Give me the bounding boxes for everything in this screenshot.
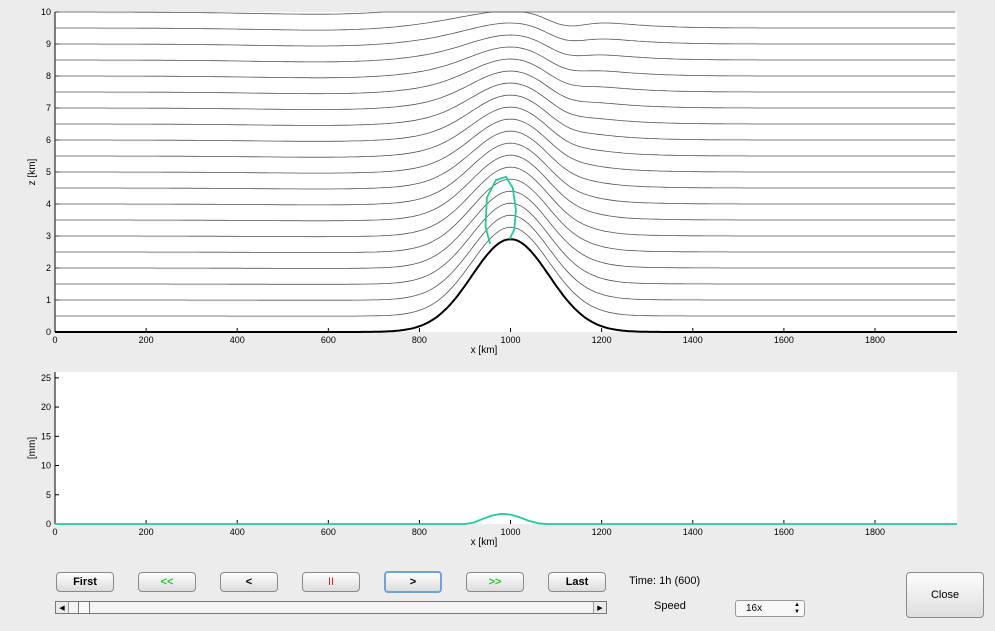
top-plot-y-tick-label: 1 xyxy=(46,295,51,305)
bottom-plot-y-tick-label: 0 xyxy=(46,519,51,529)
bottom-plot-y-tick-label: 25 xyxy=(41,373,51,383)
streamline xyxy=(55,190,956,269)
speed-label: Speed xyxy=(654,600,686,612)
last-button[interactable]: Last xyxy=(548,572,606,592)
top-plot-y-tick-label: 2 xyxy=(46,263,51,273)
speed-value: 16x xyxy=(746,603,763,614)
streamline xyxy=(55,94,956,142)
top-plot-y-tick-label: 3 xyxy=(46,231,51,241)
bottom-plot-x-tick-label: 1400 xyxy=(683,527,703,537)
streamline xyxy=(55,118,956,174)
streamline-plot: 0 200 400 600 800 1000 1200 1400 1600 1800 0 1 2 3 4 5 6… xyxy=(27,7,957,356)
streamline xyxy=(55,82,956,126)
streamline xyxy=(55,34,956,63)
streamline xyxy=(55,214,956,301)
top-plot-y-tick-label: 10 xyxy=(41,7,51,17)
top-plot-y-axis-label: z [km] xyxy=(27,158,38,185)
top-plot-x-tick-label: 200 xyxy=(139,335,154,345)
cloud-outline xyxy=(484,175,517,245)
streamline xyxy=(55,11,956,15)
streamline xyxy=(55,106,956,158)
bottom-plot-y-tick-label: 15 xyxy=(41,431,51,441)
bottom-plot-background xyxy=(55,372,957,524)
bottom-plot-x-tick-label: 200 xyxy=(139,527,154,537)
top-plot-x-axis-label: x [km] xyxy=(471,345,498,356)
top-plot-y-tick-label: 0 xyxy=(46,327,51,337)
first-button[interactable]: First xyxy=(56,572,114,592)
bottom-plot-y-tick-label: 10 xyxy=(41,461,51,471)
bottom-plot-y-tick-label: 20 xyxy=(41,402,51,412)
top-plot-y-tick-label: 4 xyxy=(46,199,51,209)
top-plot-x-tick-label: 800 xyxy=(412,335,427,345)
streamline xyxy=(55,22,956,47)
streamline xyxy=(55,226,956,317)
top-plot-x-tick-label: 1600 xyxy=(774,335,794,345)
streamline xyxy=(55,46,956,79)
top-plot-x-tick-label: 1800 xyxy=(865,335,885,345)
precipitation-line xyxy=(55,512,957,525)
top-plot-y-tick-label: 5 xyxy=(46,167,51,177)
bottom-plot-x-axis-label: x [km] xyxy=(471,537,498,548)
bottom-plot-y-axis-label: [mm] xyxy=(27,437,38,459)
streamline xyxy=(55,130,956,190)
top-plot-x-tick-label: 1200 xyxy=(592,335,612,345)
spinner-arrows-icon[interactable]: ▲ ▼ xyxy=(794,602,800,615)
top-plot-x-tick-label: 1000 xyxy=(501,335,521,345)
streamline xyxy=(55,58,956,95)
bottom-plot-x-tick-label: 800 xyxy=(412,527,427,537)
rewind-button[interactable]: << xyxy=(138,572,196,592)
bottom-plot-x-tick-label: 0 xyxy=(52,527,57,537)
time-readout: Time: 1h (600) xyxy=(629,575,701,587)
terrain-line xyxy=(55,238,957,333)
plots-canvas: 0 200 400 600 800 1000 1200 1400 1600 18000123456… xyxy=(27,7,957,548)
top-plot-y-tick-label: 8 xyxy=(46,71,51,81)
bottom-plot-x-tick-label: 400 xyxy=(230,527,245,537)
slider-thumb[interactable] xyxy=(78,602,91,613)
top-plot-y-tick-label: 6 xyxy=(46,135,51,145)
slider-right-arrow-icon[interactable]: ▶ xyxy=(593,602,606,613)
streamline xyxy=(55,166,956,238)
slider-left-arrow-icon[interactable]: ◀ xyxy=(56,602,69,613)
streamline xyxy=(55,202,956,285)
bottom-plot-y-tick-label: 5 xyxy=(46,490,51,500)
top-plot-x-tick-label: 600 xyxy=(321,335,336,345)
bottom-plot-x-tick-label: 1200 xyxy=(592,527,612,537)
top-plot-x-tick-label: 1400 xyxy=(683,335,703,345)
bottom-plot-x-tick-label: 600 xyxy=(321,527,336,537)
streamline xyxy=(55,154,956,222)
top-plot-x-tick-label: 0 xyxy=(52,335,57,345)
streamline xyxy=(55,142,956,206)
close-button[interactable]: Close xyxy=(906,572,984,618)
step-forward-button[interactable]: > xyxy=(384,571,442,593)
streamline xyxy=(55,70,956,111)
streamline xyxy=(55,178,956,253)
top-plot-y-tick-label: 7 xyxy=(46,103,51,113)
precipitation-plot: 0 200 400 600 800 1000 1200 1400 1600 1800 0 5 10 15 2… xyxy=(27,372,957,548)
top-plot-y-tick-label: 9 xyxy=(46,39,51,49)
step-back-button[interactable]: < xyxy=(220,572,278,592)
speed-select[interactable]: 16x ▲ ▼ xyxy=(735,600,805,617)
fast-forward-button[interactable]: >> xyxy=(466,572,524,592)
bottom-plot-x-tick-label: 1800 xyxy=(865,527,885,537)
bottom-plot-x-tick-label: 1600 xyxy=(774,527,794,537)
bottom-plot-x-tick-label: 1000 xyxy=(501,527,521,537)
frame-slider[interactable]: ◀ ▶ xyxy=(55,601,607,614)
pause-button[interactable]: II xyxy=(302,572,360,592)
top-plot-x-tick-label: 400 xyxy=(230,335,245,345)
